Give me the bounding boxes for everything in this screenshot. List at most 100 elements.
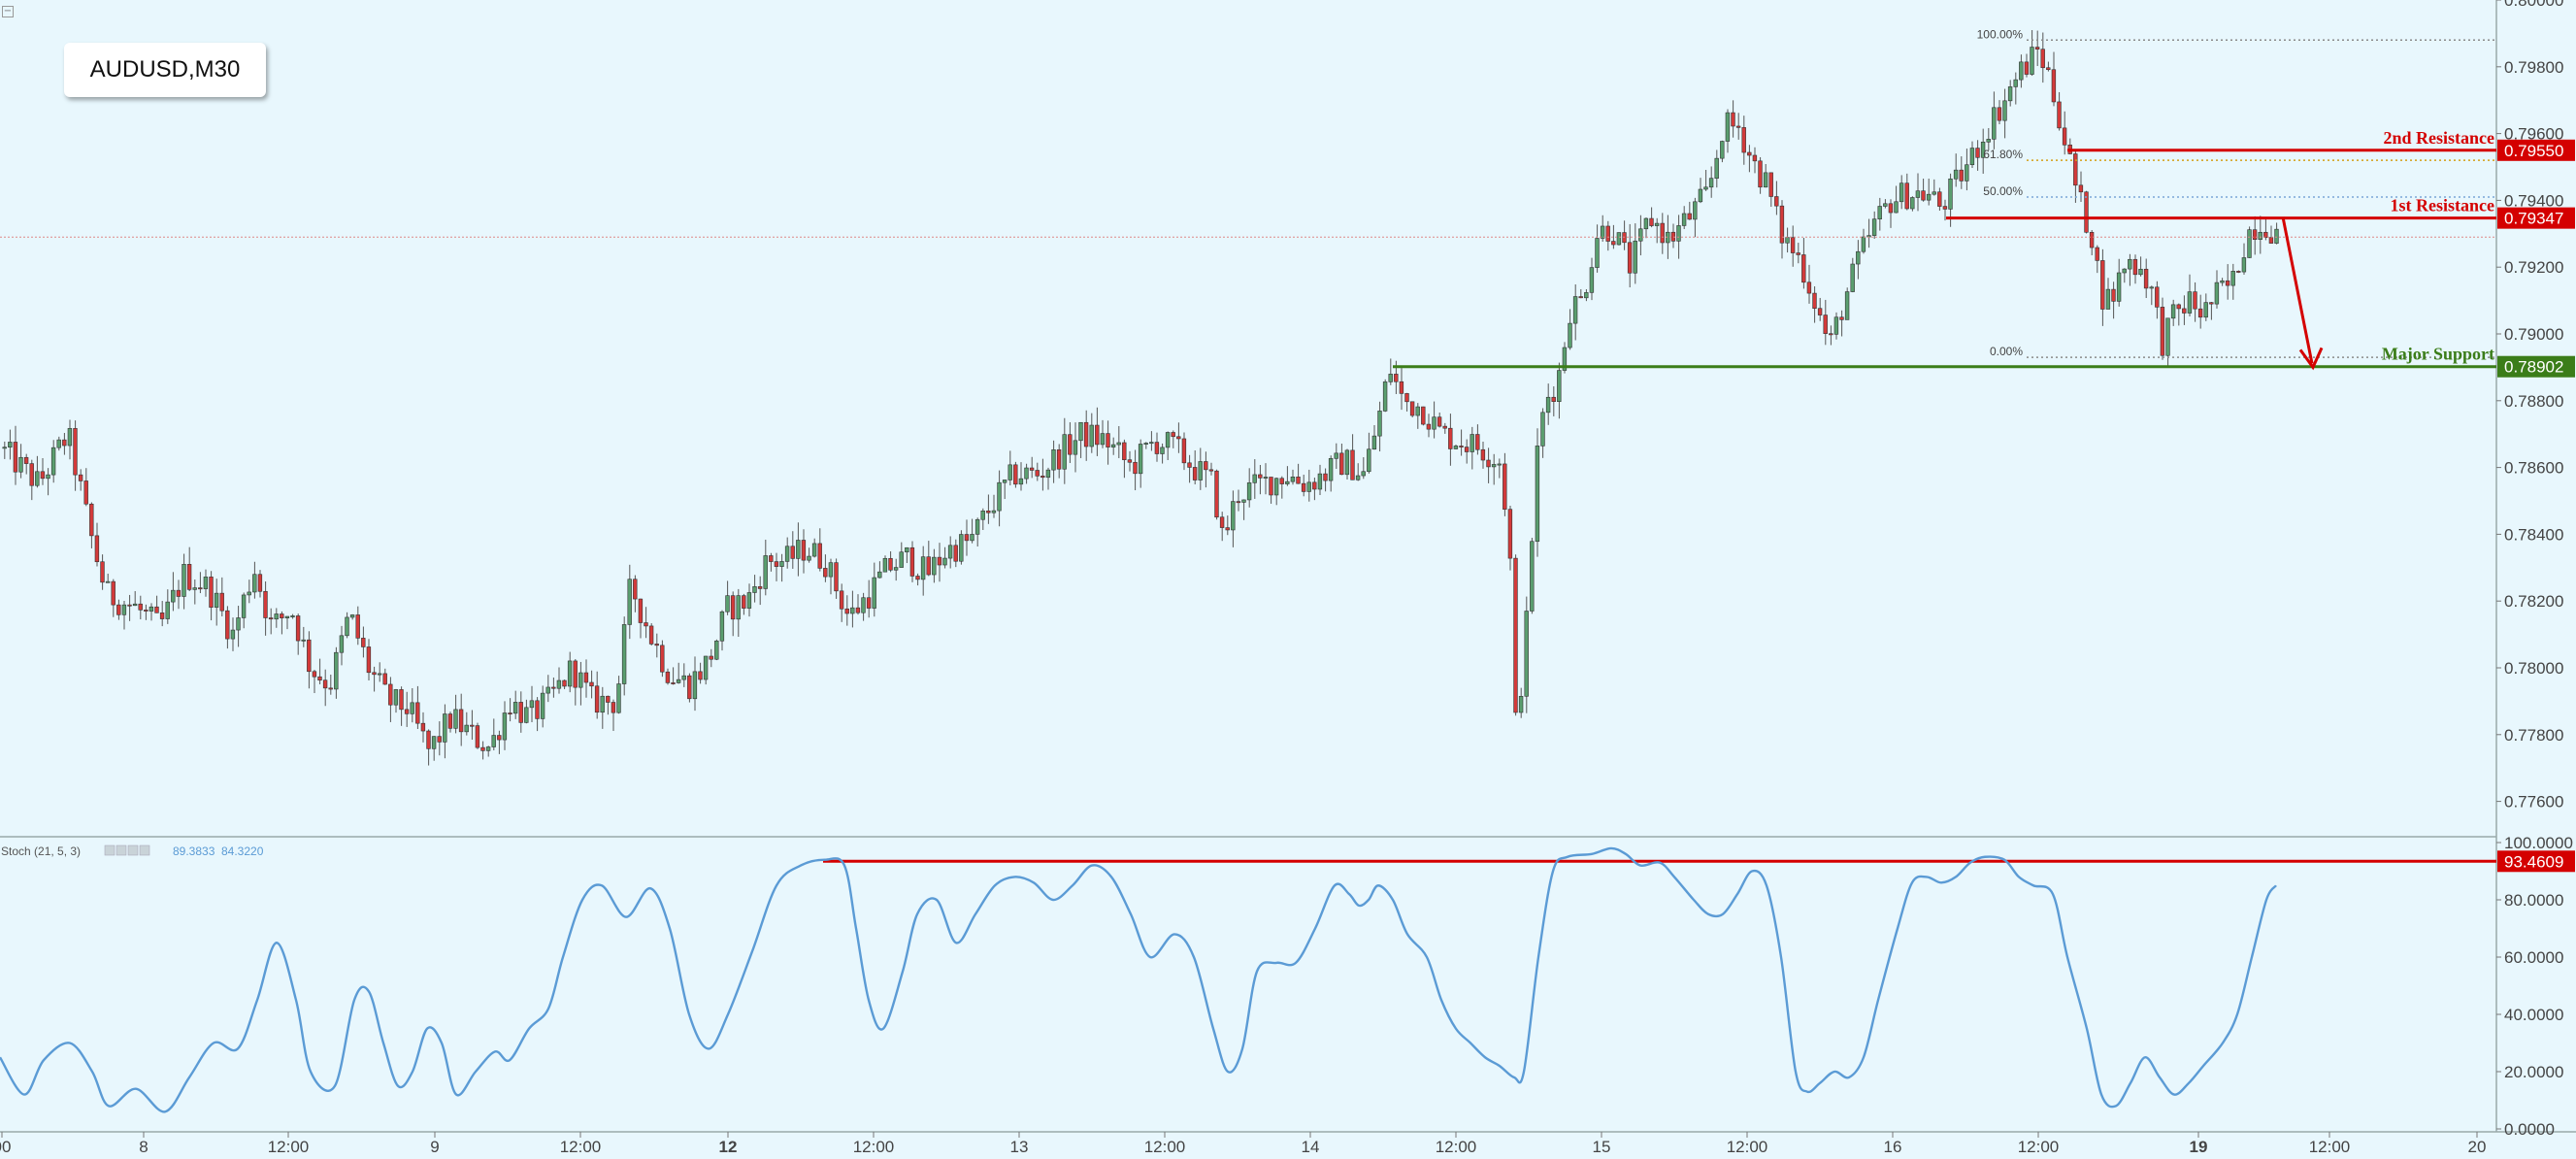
candle-body [1627,242,1633,274]
candle-body [1344,449,1350,476]
candle-body [1986,139,1991,143]
candle-body [1089,424,1094,447]
candle-body [2182,308,2187,314]
candle-body [56,439,61,448]
candle-body [2138,268,2143,276]
candle-body [573,660,578,688]
candle-body [980,511,985,520]
candle-body [497,735,502,741]
candle-body [850,607,855,614]
candle-body [1595,238,1600,268]
candle-body [480,746,485,751]
candle-body [1470,434,1474,452]
candle-body [312,671,317,678]
candle-body [1475,434,1480,450]
candle-body [1524,611,1529,697]
level-price-tag-text: 0.78902 [2504,358,2563,377]
candle-body [415,702,420,724]
price-tick-label: 0.79000 [2504,325,2563,344]
indicator-control-icon[interactable] [127,844,139,856]
candle-body [1078,421,1083,442]
candle-body [366,646,372,674]
candle-body [1507,509,1513,559]
candle-body [763,555,768,589]
candle-body [899,551,904,568]
candle-body [730,595,736,620]
candle-body [203,577,209,589]
candle-body [192,587,197,590]
candle-body [2034,47,2040,50]
candle-body [1942,206,1948,210]
candle-body [1035,470,1040,477]
candle-body [1355,475,1361,480]
candle-body [790,546,795,559]
candle-body [171,589,176,603]
candle-body [796,540,801,559]
projection-arrow-line [2281,216,2314,364]
candle-body [545,686,550,694]
candle-body [2002,100,2007,121]
candle-body [1116,442,1121,446]
candle-body [2203,302,2208,318]
candle-body [317,676,322,681]
candle-body [2160,307,2165,356]
candle-body [1774,196,1779,207]
candle-body [2089,231,2095,248]
candle-body [1894,201,1899,214]
stoch-level-tag-text: 93.4609 [2504,852,2563,871]
candle-body [671,682,676,684]
candle-body [746,592,752,609]
candle-body [2193,291,2197,310]
candle-body [709,655,713,660]
candle-body [1382,381,1388,412]
candle-body [970,534,974,542]
candle-body [67,428,73,447]
candle-body [1752,154,1758,162]
candle-body [2013,79,2018,87]
candle-body [1361,471,1366,477]
candle-body [1535,446,1540,543]
candle-body [600,695,605,713]
indicator-control-icon[interactable] [116,844,127,856]
candle-body [1171,432,1175,438]
candle-body [676,679,681,683]
candle-body [209,577,214,608]
price-tick-label: 0.79200 [2504,258,2563,277]
candle-body [1698,188,1703,203]
candle-body [1388,374,1393,382]
candle-body [1611,241,1616,246]
candle-body [1812,292,1817,310]
candle-body [470,724,475,727]
candle-body [1236,501,1241,504]
candle-body [589,681,594,687]
stoch-title: Stoch (21, 5, 3) [1,844,81,858]
candle-body [1448,427,1453,449]
candle-body [1409,401,1415,416]
candle-body [230,629,236,640]
candle-body [1921,190,1926,201]
candle-body [1290,477,1296,482]
candle-body [2132,258,2138,276]
candle-body [1503,463,1507,510]
time-tick-label: 12:00 [1436,1138,1477,1156]
candle-body [431,736,437,749]
candle-body [2019,61,2024,81]
candle-body [437,736,442,743]
minus-square-icon[interactable]: − [2,6,14,17]
candle-body [2220,280,2225,283]
candle-body [1557,370,1562,402]
indicator-control-icon[interactable] [104,844,116,856]
candle-body [1980,141,1986,158]
candle-body [1204,461,1208,471]
candle-body [1214,470,1219,518]
candle-body [301,639,306,642]
candle-body [2236,271,2241,273]
indicator-control-icon[interactable] [139,844,150,856]
fib-level-label: 50.00% [1983,184,2023,198]
candle-body [1491,464,1497,468]
candle-body [742,595,746,609]
price-tick-label: 0.78400 [2504,525,2563,544]
candle-body [1871,218,1877,236]
